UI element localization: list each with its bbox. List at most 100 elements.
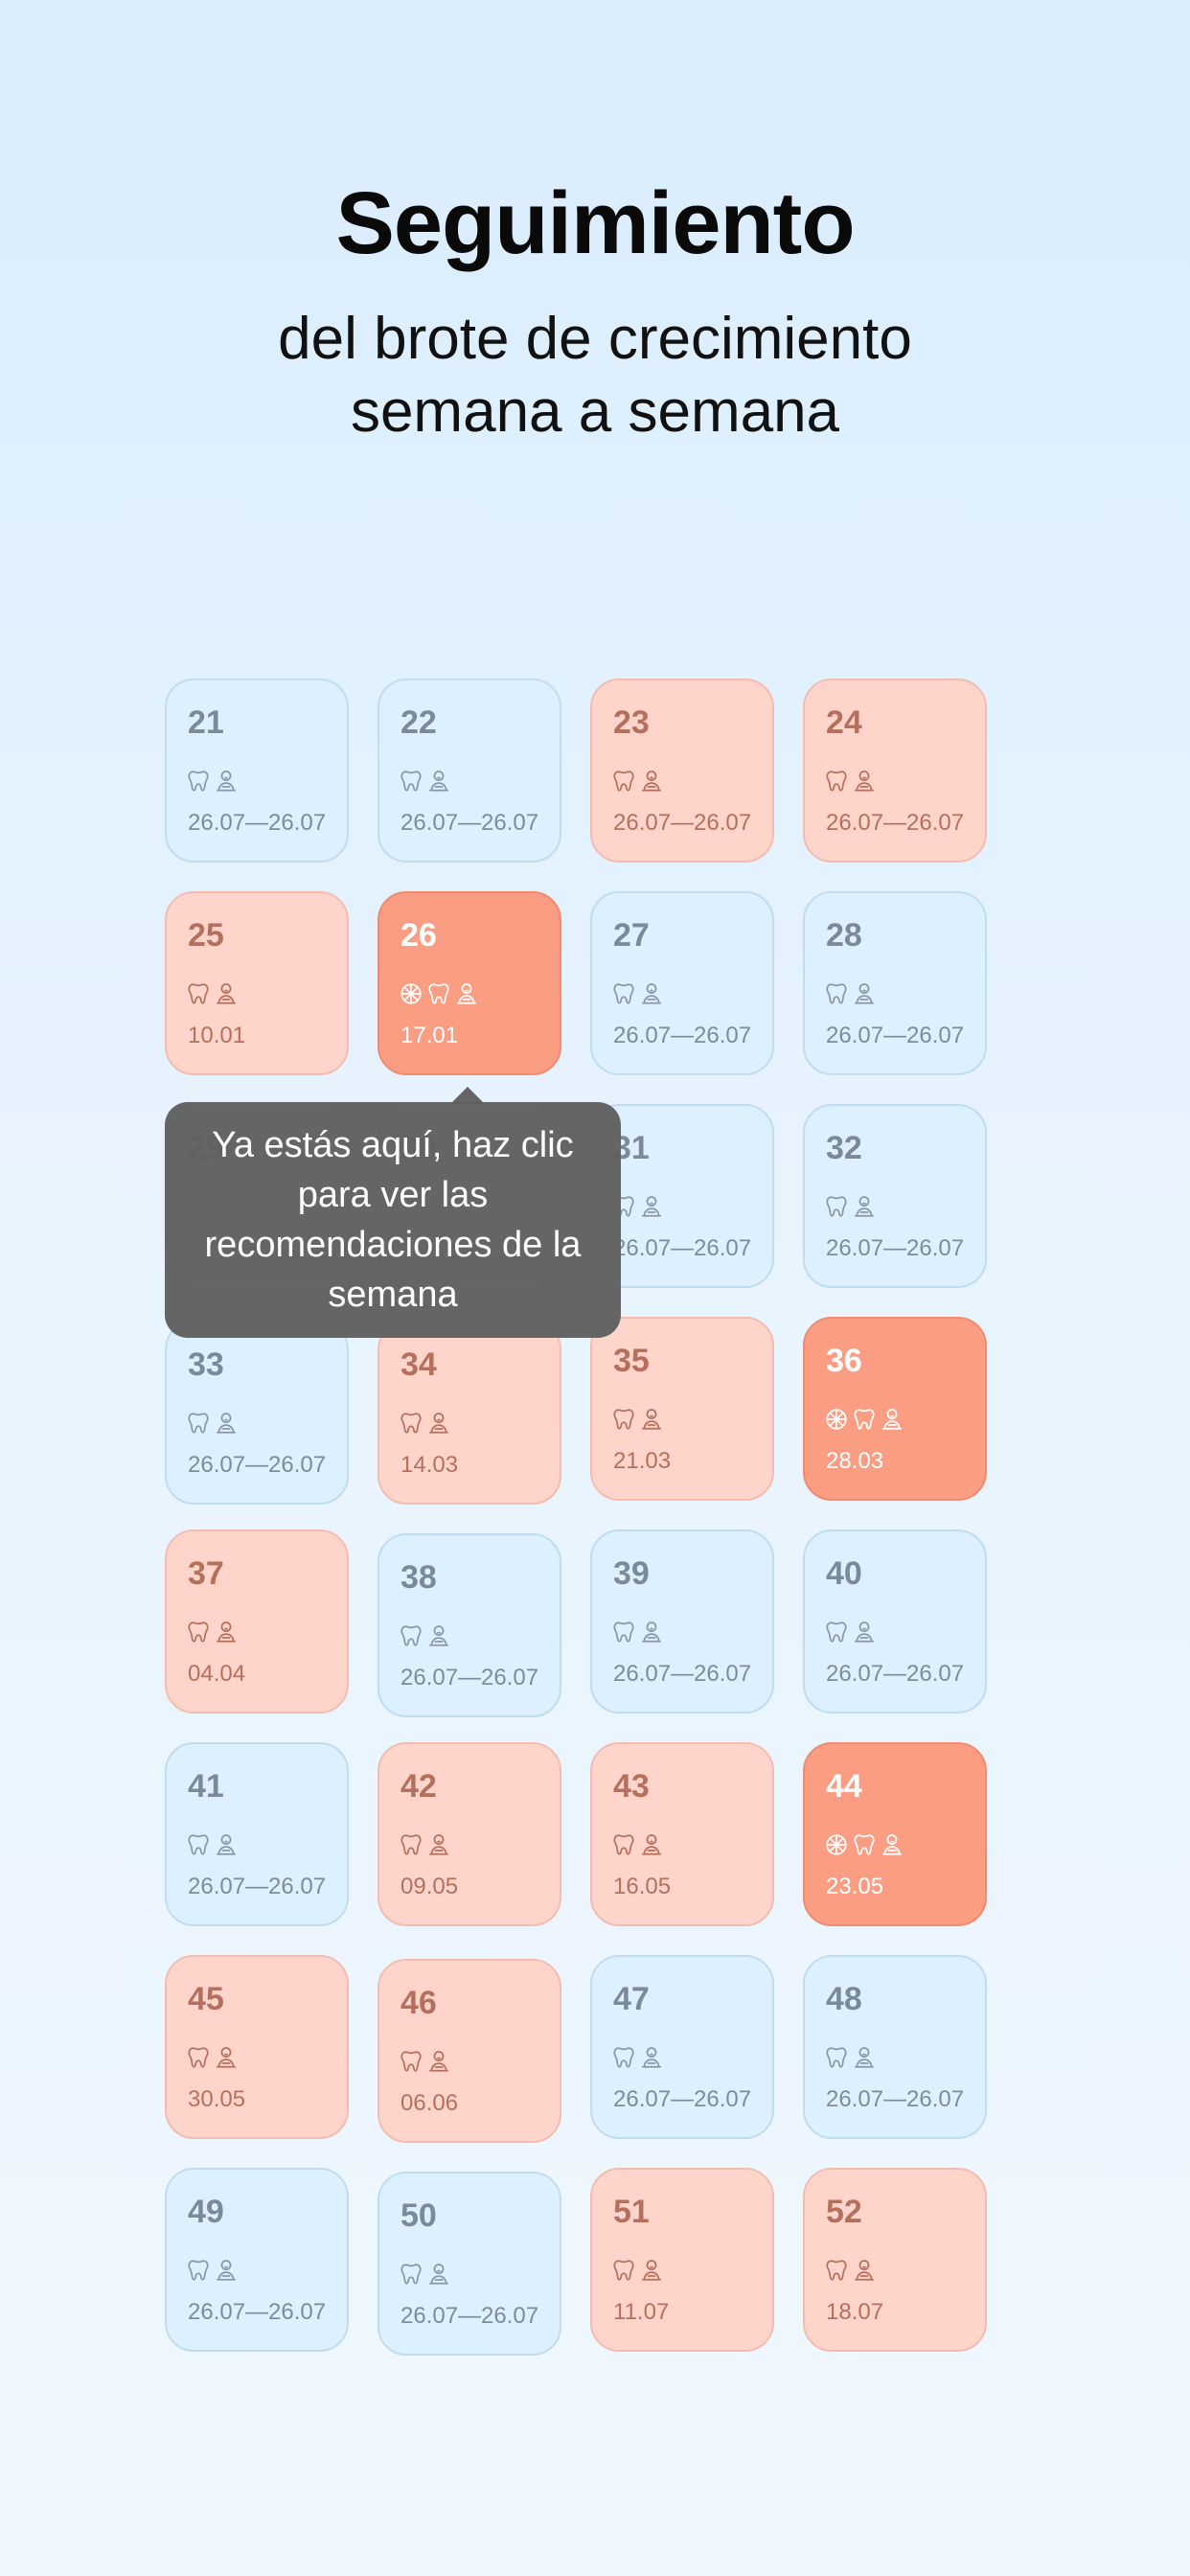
- baby-icon: [639, 1407, 664, 1432]
- tooth-icon: [426, 981, 451, 1006]
- week-date: 21.03: [613, 1448, 672, 1474]
- week-card-41[interactable]: 41 26.07—26.07: [165, 1742, 349, 1926]
- week-icons: [399, 2262, 451, 2287]
- week-date: 09.05: [400, 1874, 459, 1899]
- tooth-icon: [611, 769, 636, 794]
- week-number: 49: [188, 2194, 224, 2230]
- week-icons: [186, 769, 239, 794]
- week-card-50[interactable]: 50 26.07—26.07: [378, 2172, 561, 2356]
- week-icons: [186, 2258, 239, 2283]
- week-number: 28: [826, 917, 862, 954]
- baby-icon: [852, 1194, 877, 1219]
- tooth-icon: [399, 1411, 423, 1436]
- week-card-22[interactable]: 22 26.07—26.07: [378, 678, 561, 862]
- week-number: 43: [613, 1768, 650, 1805]
- tooth-icon: [186, 981, 211, 1006]
- week-icons: [186, 1832, 239, 1857]
- baby-icon: [214, 1832, 239, 1857]
- week-card-34[interactable]: 34 14.03: [378, 1321, 561, 1505]
- week-card-38[interactable]: 38 26.07—26.07: [378, 1533, 561, 1717]
- baby-icon: [214, 2258, 239, 2283]
- tooth-icon: [399, 1832, 423, 1857]
- week-number: 50: [400, 2197, 437, 2234]
- week-date: 28.03: [826, 1448, 884, 1474]
- week-card-23[interactable]: 23 26.07—26.07: [590, 678, 774, 862]
- week-icons: [824, 2045, 877, 2070]
- week-number: 36: [826, 1343, 862, 1379]
- week-card-44[interactable]: 44 23.05: [803, 1742, 987, 1926]
- week-card-35[interactable]: 35 21.03: [590, 1317, 774, 1501]
- week-card-51[interactable]: 51 11.07: [590, 2168, 774, 2352]
- baby-icon: [639, 2258, 664, 2283]
- week-date: 26.07—26.07: [613, 1235, 752, 1261]
- week-icons: [611, 1832, 664, 1857]
- tooth-icon: [824, 2045, 849, 2070]
- week-icons: [186, 1620, 239, 1644]
- week-icons: [824, 2258, 877, 2283]
- week-card-45[interactable]: 45 30.05: [165, 1955, 349, 2139]
- week-card-21[interactable]: 21 26.07—26.07: [165, 678, 349, 862]
- week-date: 06.06: [400, 2090, 459, 2116]
- week-icons: [611, 1620, 664, 1644]
- week-date: 26.07—26.07: [826, 1235, 965, 1261]
- baby-icon: [880, 1832, 904, 1857]
- subtitle-line-1: del brote de crecimiento: [278, 306, 912, 372]
- week-date: 26.07—26.07: [826, 2086, 965, 2112]
- tooth-icon: [186, 1620, 211, 1644]
- week-date: 26.07—26.07: [400, 810, 539, 836]
- baby-icon: [639, 1620, 664, 1644]
- week-number: 46: [400, 1985, 437, 2021]
- week-date: 26.07—26.07: [826, 810, 965, 836]
- week-card-24[interactable]: 24 26.07—26.07: [803, 678, 987, 862]
- baby-icon: [214, 769, 239, 794]
- baby-icon: [639, 2045, 664, 2070]
- tooth-icon: [399, 1623, 423, 1648]
- week-date: 10.01: [188, 1023, 246, 1048]
- tooth-icon: [824, 1194, 849, 1219]
- week-number: 32: [826, 1130, 862, 1166]
- week-date: 26.07—26.07: [613, 2086, 752, 2112]
- week-card-49[interactable]: 49 26.07—26.07: [165, 2168, 349, 2352]
- week-card-43[interactable]: 43 16.05: [590, 1742, 774, 1926]
- baby-icon: [426, 1411, 451, 1436]
- current-week-tooltip[interactable]: Ya estás aquí, haz clic para ver las rec…: [165, 1102, 621, 1338]
- week-card-46[interactable]: 46 06.06: [378, 1959, 561, 2143]
- tooth-icon: [852, 1832, 877, 1857]
- week-card-27[interactable]: 27 26.07—26.07: [590, 891, 774, 1075]
- week-card-37[interactable]: 37 04.04: [165, 1530, 349, 1714]
- tooth-icon: [824, 2258, 849, 2283]
- baby-icon: [214, 981, 239, 1006]
- week-number: 35: [613, 1343, 650, 1379]
- baby-icon: [852, 769, 877, 794]
- week-number: 52: [826, 2194, 862, 2230]
- week-card-32[interactable]: 32 26.07—26.07: [803, 1104, 987, 1288]
- week-card-31[interactable]: 31 26.07—26.07: [590, 1104, 774, 1288]
- week-card-40[interactable]: 40 26.07—26.07: [803, 1530, 987, 1714]
- baby-icon: [639, 981, 664, 1006]
- week-icons: [186, 981, 239, 1006]
- week-card-47[interactable]: 47 26.07—26.07: [590, 1955, 774, 2139]
- week-date: 26.07—26.07: [613, 1023, 752, 1048]
- week-card-33[interactable]: 33 26.07—26.07: [165, 1321, 349, 1505]
- week-icons: [824, 981, 877, 1006]
- week-card-39[interactable]: 39 26.07—26.07: [590, 1530, 774, 1714]
- tooth-icon: [611, 1832, 636, 1857]
- baby-icon: [852, 2045, 877, 2070]
- week-date: 26.07—26.07: [400, 1665, 539, 1690]
- week-date: 26.07—26.07: [188, 810, 327, 836]
- week-date: 04.04: [188, 1661, 246, 1687]
- week-number: 44: [826, 1768, 862, 1805]
- week-card-25[interactable]: 25 10.01: [165, 891, 349, 1075]
- week-number: 22: [400, 704, 437, 741]
- week-icons: [399, 1411, 451, 1436]
- week-card-48[interactable]: 48 26.07—26.07: [803, 1955, 987, 2139]
- week-number: 23: [613, 704, 650, 741]
- week-card-52[interactable]: 52 18.07: [803, 2168, 987, 2352]
- week-card-26[interactable]: 26 17.01: [378, 891, 561, 1075]
- week-number: 33: [188, 1346, 224, 1383]
- week-number: 51: [613, 2194, 650, 2230]
- week-card-28[interactable]: 28 26.07—26.07: [803, 891, 987, 1075]
- tooth-icon: [186, 1411, 211, 1436]
- week-card-36[interactable]: 36 28.03: [803, 1317, 987, 1501]
- week-card-42[interactable]: 42 09.05: [378, 1742, 561, 1926]
